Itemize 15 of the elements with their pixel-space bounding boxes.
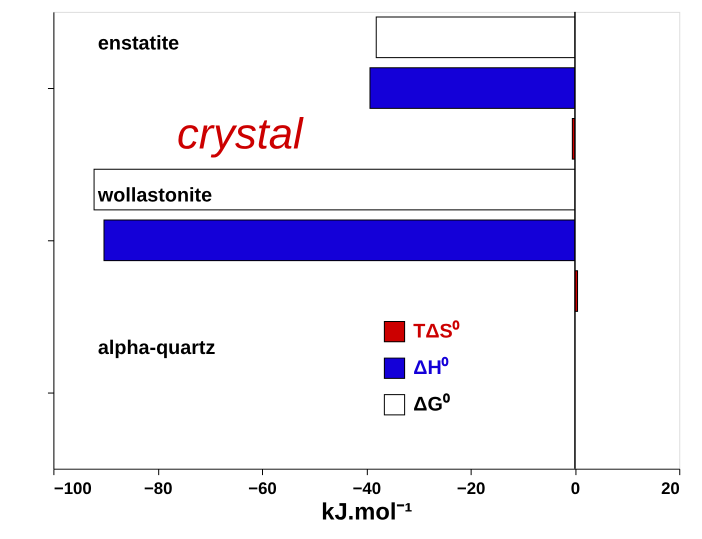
legend-label: ΔG⁰	[413, 392, 450, 416]
x-tick-label: −20	[456, 478, 486, 498]
y-tick-label: wollastonite	[96, 184, 212, 207]
legend-label: ΔH⁰	[413, 356, 449, 380]
x-tick-label: −100	[54, 478, 92, 498]
legend-label: TΔS⁰	[413, 320, 460, 343]
x-tick-label: −80	[144, 478, 172, 498]
y-tick-label: enstatite	[98, 32, 180, 54]
x-tick-label: 0	[570, 478, 580, 498]
x-tick-label: 20	[661, 478, 680, 498]
y-tick-label: alpha-quartz	[98, 336, 216, 359]
annotation: crystal	[176, 110, 304, 158]
x-tick-label: −60	[248, 478, 277, 498]
x-axis-title: kJ.mol⁻¹	[321, 500, 412, 526]
x-tick-label: −40	[352, 478, 382, 498]
